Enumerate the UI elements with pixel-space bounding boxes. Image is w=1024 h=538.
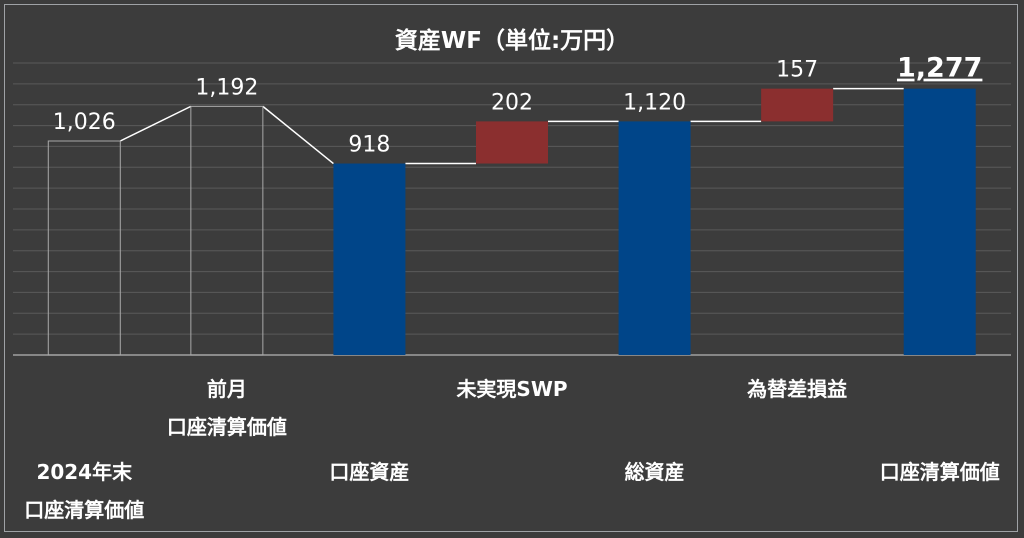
data-label: 918 bbox=[348, 133, 390, 158]
data-label: 1,192 bbox=[195, 75, 258, 100]
bars bbox=[47, 88, 976, 356]
category-label: 2024年末 bbox=[36, 460, 133, 484]
data-label: 1,026 bbox=[53, 110, 116, 135]
waterfall-chart: 資産WF（単位:万円） 1,026 1,192 918 202 1,120 157 1,27… bbox=[13, 27, 1011, 522]
bar-total bbox=[903, 88, 976, 355]
data-labels: 1,026 1,192 918 202 1,120 157 1,277 bbox=[53, 53, 983, 158]
connector-line bbox=[119, 105, 192, 142]
bar-increase bbox=[761, 88, 834, 122]
bar-outline bbox=[47, 140, 121, 356]
gridlines bbox=[13, 62, 1011, 356]
category-label: 口座清算価値 bbox=[24, 498, 144, 522]
connector-line bbox=[262, 105, 334, 165]
chart-frame: 資産WF（単位:万円） 1,026 1,192 918 202 1,120 157 1,27… bbox=[4, 4, 1018, 532]
bar-total bbox=[618, 121, 691, 356]
category-label: 未実現SWP bbox=[456, 377, 567, 401]
data-label: 1,277 bbox=[897, 53, 982, 84]
chart-title: 資産WF（単位:万円） bbox=[395, 27, 629, 54]
data-label: 157 bbox=[776, 58, 818, 83]
data-label: 1,120 bbox=[623, 90, 686, 115]
category-label: 為替差損益 bbox=[747, 377, 847, 401]
data-label: 202 bbox=[491, 90, 533, 115]
category-label: 前月 bbox=[207, 377, 247, 401]
bar-outline bbox=[190, 105, 264, 356]
category-label: 総資産 bbox=[625, 460, 685, 484]
bar-increase bbox=[476, 121, 548, 164]
category-label: 口座清算価値 bbox=[880, 460, 1000, 484]
category-label: 口座資産 bbox=[329, 460, 409, 484]
category-label: 口座清算価値 bbox=[167, 415, 287, 439]
connector-lines bbox=[119, 87, 904, 165]
bar-total bbox=[333, 163, 406, 355]
category-labels: 2024年末口座清算価値前月口座清算価値口座資産未実現SWP総資産為替差損益口座… bbox=[24, 377, 999, 522]
